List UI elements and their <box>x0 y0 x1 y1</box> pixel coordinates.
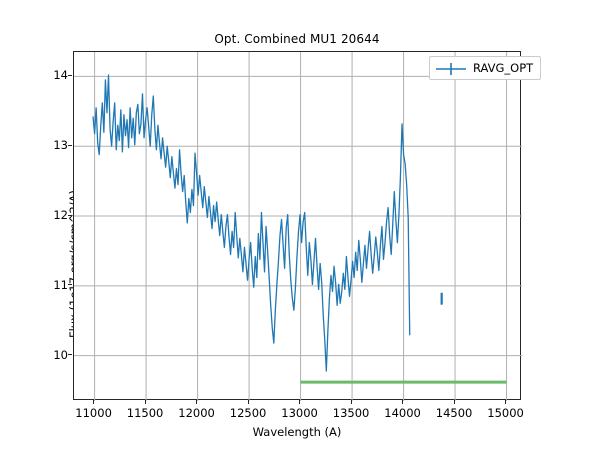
chart-title: Opt. Combined MU1 20644 <box>214 32 380 46</box>
plot-area <box>73 51 522 401</box>
x-tickmark <box>299 400 301 404</box>
x-tick-label: 14500 <box>435 406 473 420</box>
x-tick-label: 13500 <box>332 406 370 420</box>
x-tickmark <box>350 400 352 404</box>
x-axis-title: Wavelength (A) <box>252 425 342 439</box>
plot-svg <box>74 52 522 401</box>
x-tick-label: 15000 <box>487 406 524 420</box>
y-axis-title-wrapper: Flux (1e17 erg/s/cm^2/A) <box>34 51 81 400</box>
x-tick-label: 11500 <box>126 406 164 420</box>
y-tick-label: 10 <box>53 347 68 362</box>
legend[interactable]: RAVG_OPT <box>429 56 542 80</box>
y-tickmark <box>68 144 72 146</box>
grid-lines <box>74 52 522 401</box>
legend-label-ravg-opt: RAVG_OPT <box>473 61 534 75</box>
x-tick-label: 13000 <box>281 406 318 420</box>
annotation-group <box>300 292 507 384</box>
x-tickmark <box>402 400 404 404</box>
x-axis-tick-labels: 11000 11500 12000 12500 13000 13500 14000 14500… <box>73 406 524 424</box>
data-series-group <box>92 74 411 372</box>
x-tickmark <box>505 400 507 404</box>
x-tick-label: 14000 <box>384 406 421 420</box>
x-axis-tickmarks <box>73 400 521 404</box>
series-line-ravg_opt <box>92 74 411 372</box>
y-tick-label: 13 <box>53 138 68 153</box>
y-tickmark <box>68 214 72 216</box>
y-tick-label: 11 <box>53 277 68 292</box>
x-tickmark <box>453 400 455 404</box>
y-axis-tick-labels: 10 11 12 13 14 <box>20 51 68 400</box>
x-tickmark <box>247 400 249 404</box>
x-tickmark <box>144 400 146 404</box>
x-tick-label: 12000 <box>178 406 215 420</box>
x-tick-label: 11000 <box>75 406 112 420</box>
y-tickmark <box>68 284 72 286</box>
x-tickmark <box>196 400 198 404</box>
x-tick-label: 12500 <box>229 406 267 420</box>
x-tickmark <box>93 400 95 404</box>
y-tick-label: 12 <box>53 208 68 223</box>
y-tick-label: 14 <box>53 68 68 83</box>
legend-marker-ravg-opt <box>435 61 467 75</box>
y-tickmark <box>68 354 72 356</box>
y-tickmark <box>68 74 72 76</box>
